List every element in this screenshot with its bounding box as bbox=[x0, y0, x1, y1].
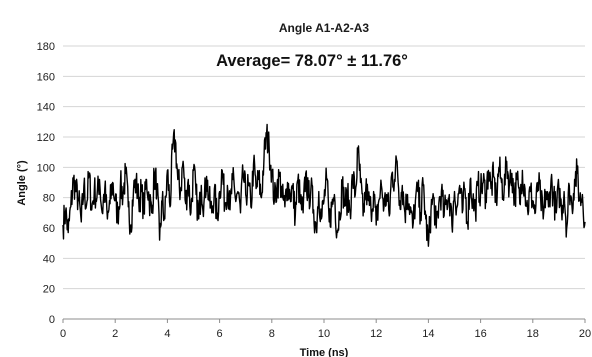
x-axis-tick-labels: 0 2 4 6 8 10 12 14 16 18 20 bbox=[60, 319, 591, 340]
x-tick-label: 14 bbox=[422, 328, 434, 340]
y-tick-label: 100 bbox=[37, 162, 55, 174]
y-axis-label: Angle (°) bbox=[16, 160, 28, 206]
x-tick-label: 8 bbox=[269, 328, 275, 340]
y-tick-label: 180 bbox=[37, 41, 55, 53]
x-axis-label: Time (ns) bbox=[300, 347, 349, 357]
x-tick-label: 12 bbox=[370, 328, 382, 340]
x-tick-label: 6 bbox=[217, 328, 223, 340]
y-tick-label: 80 bbox=[43, 193, 55, 205]
y-tick-label: 160 bbox=[37, 71, 55, 83]
y-tick-label: 120 bbox=[37, 132, 55, 144]
y-tick-label: 140 bbox=[37, 102, 55, 114]
y-axis-tick-labels: 0 20 40 60 80 100 120 140 160 180 bbox=[37, 41, 55, 326]
average-annotation: Average= 78.07° ± 11.76° bbox=[216, 52, 408, 70]
x-tick-label: 20 bbox=[579, 328, 591, 340]
x-tick-label: 4 bbox=[164, 328, 170, 340]
x-tick-label: 18 bbox=[527, 328, 539, 340]
x-tick-label: 16 bbox=[474, 328, 486, 340]
y-tick-label: 40 bbox=[43, 253, 55, 265]
y-tick-label: 20 bbox=[43, 284, 55, 296]
x-tick-label: 10 bbox=[318, 328, 330, 340]
chart-title: Angle A1-A2-A3 bbox=[279, 21, 370, 35]
series-layer bbox=[62, 123, 586, 247]
series-line bbox=[62, 123, 586, 247]
x-tick-label: 2 bbox=[112, 328, 118, 340]
y-tick-label: 0 bbox=[49, 314, 55, 326]
y-tick-label: 60 bbox=[43, 223, 55, 235]
x-tick-label: 0 bbox=[60, 328, 66, 340]
